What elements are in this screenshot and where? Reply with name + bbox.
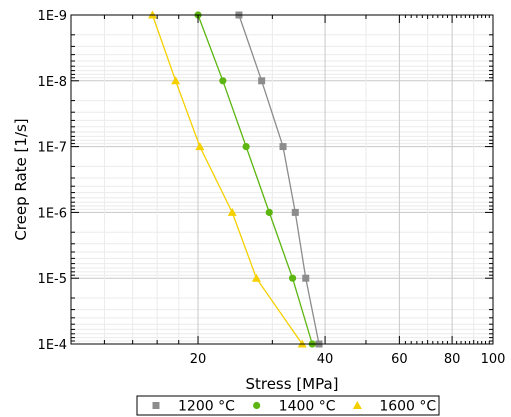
- axes: 1E-9 1E-8 1E-7 1E-6 1E-5 1E-4 20 40 60 80 100: [38, 9, 506, 367]
- series-line: [238, 14, 320, 345]
- legend-item: 1600 °C: [352, 399, 436, 415]
- y-tick-label: 1E-4: [38, 338, 67, 353]
- x-tick-label: 80: [444, 352, 461, 367]
- data-point-square: [152, 402, 160, 409]
- data-point-triangle: [352, 401, 362, 409]
- data-point-circle: [219, 77, 227, 85]
- x-tick-label: 100: [481, 352, 506, 367]
- legend-item: 1400 °C: [253, 399, 336, 415]
- data-point-circle: [288, 274, 297, 282]
- y-tick-label: 1E-6: [38, 206, 67, 221]
- data-point-circle: [265, 208, 273, 216]
- y-tick-label: 1E-8: [38, 75, 67, 90]
- series-line: [151, 14, 303, 345]
- data-point-square: [291, 208, 299, 216]
- y-axis-label: Creep Rate [1/s]: [12, 118, 30, 240]
- legend-item: 1200 °C: [152, 399, 235, 415]
- legend: 1200 °C 1400 °C 1600 °C: [136, 395, 440, 416]
- legend-box: [136, 395, 440, 416]
- grid: [71, 14, 494, 345]
- x-axis-label: Stress [MPa]: [245, 375, 338, 393]
- y-tick-label: 1E-5: [38, 272, 67, 287]
- x-tick-label: 40: [317, 352, 334, 367]
- data-point-triangle: [195, 142, 205, 151]
- data-point-square: [279, 143, 287, 151]
- series: [194, 11, 316, 348]
- legend-label: 1200 °C: [178, 399, 235, 415]
- x-tick-label: 20: [190, 352, 207, 367]
- data-point-circle: [242, 143, 250, 151]
- x-tick-label: 60: [391, 352, 408, 367]
- data-point-triangle: [227, 207, 237, 216]
- y-tick-label: 1E-7: [38, 141, 67, 156]
- series-line: [197, 14, 313, 345]
- legend-label: 1400 °C: [279, 399, 336, 415]
- data-point-triangle: [171, 76, 181, 85]
- series: [235, 11, 323, 348]
- data-point-square: [258, 77, 266, 85]
- data-point-circle: [253, 401, 261, 410]
- legend-label: 1600 °C: [379, 399, 436, 415]
- data-point-square: [302, 274, 310, 282]
- data-point-triangle: [251, 273, 261, 282]
- y-tick-label: 1E-9: [38, 9, 67, 24]
- plot-frame: [70, 14, 494, 345]
